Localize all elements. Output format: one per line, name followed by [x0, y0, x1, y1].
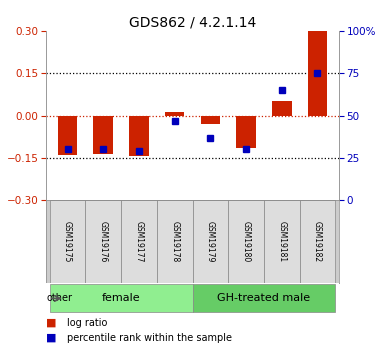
Text: GSM19179: GSM19179 — [206, 221, 215, 262]
Text: GSM19180: GSM19180 — [241, 221, 251, 262]
Bar — [201, 116, 220, 124]
Text: ■: ■ — [46, 318, 57, 327]
Text: GSM19176: GSM19176 — [99, 221, 108, 262]
Text: other: other — [47, 294, 73, 303]
Bar — [121, 200, 157, 283]
Text: log ratio: log ratio — [67, 318, 108, 327]
Bar — [129, 116, 149, 156]
Bar — [50, 284, 192, 313]
Bar — [85, 200, 121, 283]
Bar — [308, 30, 327, 116]
Bar — [264, 200, 300, 283]
Title: GDS862 / 4.2.1.14: GDS862 / 4.2.1.14 — [129, 16, 256, 30]
Text: percentile rank within the sample: percentile rank within the sample — [67, 333, 233, 343]
Bar — [165, 112, 184, 116]
Text: female: female — [102, 294, 141, 303]
Text: ■: ■ — [46, 333, 57, 343]
Bar — [236, 116, 256, 148]
Bar — [50, 200, 85, 283]
Bar — [272, 101, 291, 116]
Text: GSM19175: GSM19175 — [63, 221, 72, 262]
Text: GSM19177: GSM19177 — [134, 221, 144, 262]
Bar — [192, 284, 335, 313]
Bar — [157, 200, 192, 283]
Text: GH-treated male: GH-treated male — [217, 294, 310, 303]
Bar — [94, 116, 113, 154]
Bar — [300, 200, 335, 283]
Bar — [192, 200, 228, 283]
Bar — [228, 200, 264, 283]
Bar — [58, 116, 77, 155]
Text: GSM19182: GSM19182 — [313, 221, 322, 262]
Text: GSM19178: GSM19178 — [170, 221, 179, 262]
Text: GSM19181: GSM19181 — [277, 221, 286, 262]
